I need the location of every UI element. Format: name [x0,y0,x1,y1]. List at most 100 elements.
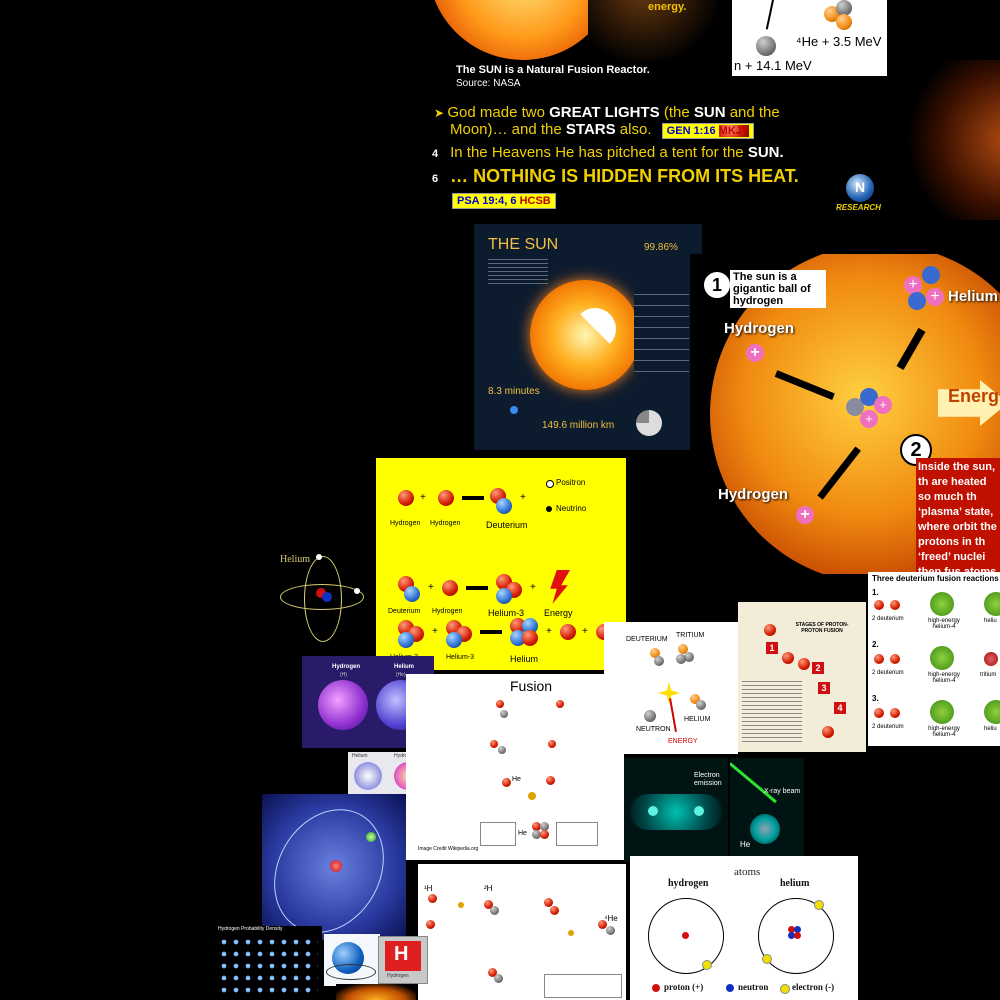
fusion-credit: Image Credit Wikipedia.org [418,846,479,852]
plus-2b: + [530,582,536,593]
earth-icon [510,406,518,414]
ppw-d-p [484,900,493,909]
dt-helium: HELIUM [684,716,711,723]
fw-he-label-1: He [512,776,521,783]
dr1-right [984,592,1000,616]
arrow-down [765,0,774,30]
dr-num-3: 3. [872,694,879,703]
xray-beam [730,762,777,804]
sun-caption: The SUN is a Natural Fusion Reactor. [456,64,650,76]
ref-psa-tag: PSA 19:4, 6 HCSB [452,193,556,209]
dr2-a [874,654,884,664]
ref-psa-text: PSA 19:4, 6 [457,195,517,207]
r3-he3b-n [446,632,462,648]
helium-label: Helium [948,288,999,305]
legend-neutron: neutron [738,982,769,992]
dr1-mid [930,592,954,616]
dr2-left: 2 deuterium [872,670,904,676]
proton-2: + [796,506,814,524]
sun-infographic: THE SUN 99.86% 8.3 minutes 149.6 million… [474,224,702,450]
logo-text: RESEARCH [836,203,881,212]
plus-1: + [420,492,426,503]
fusion-title: Fusion [510,678,553,694]
nucleon-a [846,398,864,416]
fw-p4 [548,740,556,748]
dr-num-2: 2. [872,640,879,649]
legend-neutron-dot [726,984,734,992]
ppw-d-n [490,906,499,915]
ppw-h1: ¹H [424,884,433,893]
energy-label-big: Energ [948,386,1000,406]
pp-chain-panel: Positron Neutrino + + Hydrogen Hydrogen … [376,458,626,670]
ref-gen: GEN 1:16 MKJV [661,123,755,139]
fw-n2 [498,746,506,754]
stage-p3 [798,658,810,670]
ppw-mid-2 [550,906,559,915]
logo-letter: N [855,179,866,195]
he-neutron-a [922,266,940,284]
ss-helium-sphere [354,762,382,790]
corona-glow [588,0,728,60]
verse6-num: 6 [432,173,439,185]
deuterium-reactions: Three deuterium fusion reactions 1. 2 de… [868,572,1000,746]
step1-badge: 1 [702,270,732,300]
xray-left-nucleus [648,806,658,816]
fw-he-label-2: He [518,830,527,837]
stages-text-block [742,678,802,744]
hydrogen-label-1: Hydrogen [724,320,795,337]
plus-3c: + [582,626,588,637]
he-orbit [758,898,834,974]
energy-label: energy. [648,1,687,13]
legend-electron: electron (-) [792,982,835,992]
sun-source: Source: NASA [456,78,521,89]
r1-arrow [462,496,484,500]
he-p2 [794,932,801,939]
helium-proton-ball-2 [836,14,852,30]
hs-hydrogen: Hydrogen [332,664,361,670]
dr3-right-label: heliu [984,726,997,732]
helium-energy-text: ⁴He + 3.5 MeV [796,34,882,49]
fw-he-final-p2 [540,830,549,839]
electron-top [316,554,322,560]
he-neutron-b [908,292,926,310]
r2-he3-n [496,588,512,604]
hpd-grid [218,936,318,996]
plus-1b: + [520,492,526,503]
r3-label-c: Helium [510,654,539,664]
sun-info-leaders [634,284,689,374]
hydrogen-label-2: Hydrogen [718,486,789,503]
sun-info-distance: 149.6 million km [542,420,615,431]
r3-label-b: Helium-3 [446,654,475,661]
he-n1 [794,926,801,933]
step2-text: Inside the sun, th are heated so much th… [916,458,1000,574]
ref-psa-version: HCSB [519,195,551,207]
fw-he-final-n2 [532,830,541,839]
hs-hydrogen-sphere [318,680,368,730]
hydrogen-probability-density: Hydrogen Probability Density [214,926,322,1000]
positron-dot [546,480,554,488]
dr1-a [874,600,884,610]
r2-label-b: Hydrogen [432,608,463,615]
xray-he: He [740,840,751,849]
stage-p4 [822,726,834,738]
hs-hydrogen-sym: (H) [340,672,347,678]
verse4: 4 In the Heavens He has pitched a tent fo… [432,144,784,161]
ppw-legend [544,974,622,998]
r1-deut-n [496,498,512,514]
r1-hydrogen-a [398,490,414,506]
dt-he-n [696,700,706,710]
fw-he2 [546,776,555,785]
plus-3b: + [546,626,552,637]
hydrogen-orbit [262,794,406,940]
he-n2 [788,932,795,939]
ppw-he-p1 [598,920,607,929]
ref-gen-text: GEN 1:16 [666,125,716,137]
ref-psa: PSA 19:4, 6 HCSB [452,191,556,209]
line1-pre: God made two [447,104,550,121]
dt-d-p [650,648,660,658]
r2-label-a: Deuterium [388,608,421,615]
helium-nucleus: + + [904,266,950,312]
sun-info-text-lines [488,256,548,286]
stages-pp-fusion: STAGES OF PROTON-PROTON FUSION 1 2 3 4 [738,602,866,752]
ppw-he4: ⁴He [604,914,618,923]
